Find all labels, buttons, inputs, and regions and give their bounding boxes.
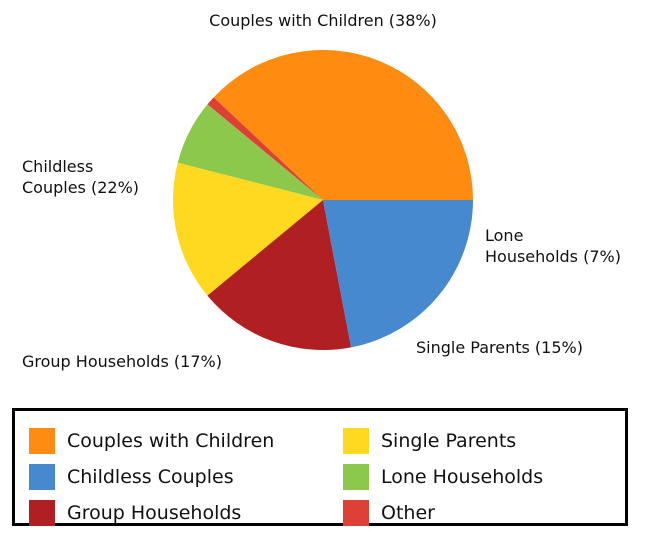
legend-swatch-group-households (29, 500, 55, 526)
legend-label-other: Other (381, 502, 435, 524)
legend-grid: Couples with Children Single Parents Chi… (29, 423, 593, 531)
pie-labels: Couples with Children (38%) Lone Household… (22, 11, 621, 371)
legend-swatch-lone-households (343, 464, 369, 490)
legend-swatch-other (343, 500, 369, 526)
pie-label-couples-with-children: Couples with Children (38%) (209, 11, 437, 30)
pie-chart: Couples with Children (38%) Lone Household… (22, 11, 621, 371)
legend-item-other: Other (343, 495, 593, 531)
pie-slice-couples-with-children (213, 49, 473, 200)
pie-slice-group-households (207, 200, 352, 350)
legend-item-couples-with-children: Couples with Children (29, 423, 343, 459)
pie-slice-childless-couples (323, 200, 473, 348)
pie-label-lone-households: Lone Households (7%) (485, 226, 621, 266)
legend-swatch-childless-couples (29, 464, 55, 490)
legend-swatch-single-parents (343, 428, 369, 454)
chart-legend: Couples with Children Single Parents Chi… (12, 408, 628, 526)
legend-label-childless-couples: Childless Couples (67, 466, 234, 488)
legend-item-childless-couples: Childless Couples (29, 459, 343, 495)
legend-item-group-households: Group Households (29, 495, 343, 531)
pie-slice-lone-households (177, 104, 323, 200)
pie-label-group-households: Group Households (17%) (22, 352, 222, 371)
pie-label-single-parents: Single Parents (15%) (416, 338, 583, 357)
pie-slice-other (207, 97, 323, 200)
legend-label-single-parents: Single Parents (381, 430, 517, 452)
legend-label-couples-with-children: Couples with Children (67, 430, 275, 452)
legend-item-lone-households: Lone Households (343, 459, 593, 495)
pie-slices (172, 49, 473, 350)
legend-label-lone-households: Lone Households (381, 466, 544, 488)
legend-swatch-couples-with-children (29, 428, 55, 454)
legend-item-single-parents: Single Parents (343, 423, 593, 459)
pie-slice-single-parents (172, 162, 323, 296)
legend-label-group-households: Group Households (67, 502, 242, 524)
pie-label-childless-couples: Childless Couples (22%) (22, 157, 139, 197)
